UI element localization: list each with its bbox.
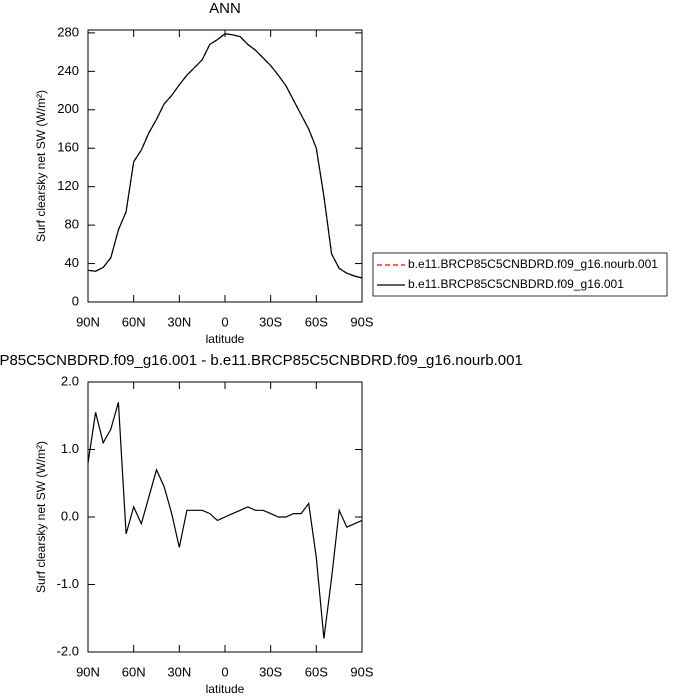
y-axis-label: Surf clearsky net SW (W/m²) — [34, 90, 48, 242]
x-tick-label: 90N — [76, 664, 100, 679]
y-tick-label: 80 — [65, 217, 79, 232]
x-tick-label: 30S — [259, 314, 282, 329]
x-tick-label: 60N — [122, 314, 146, 329]
chart-title: ANN — [209, 0, 241, 17]
legend-label: b.e11.BRCP85C5CNBDRD.f09_g16.nourb.001 — [408, 257, 658, 271]
x-tick-label: 30S — [259, 664, 282, 679]
x-tick-label: 0 — [221, 664, 228, 679]
plot-frame — [87, 29, 363, 303]
y-tick-label: 160 — [57, 140, 79, 155]
data-line — [87, 33, 363, 279]
chart-title: b.e11.BRCP85C5CNBDRD.f09_g16.001 - b.e11… — [0, 352, 523, 369]
legend: b.e11.BRCP85C5CNBDRD.f09_g16.nourb.001 b.… — [372, 252, 668, 297]
y-tick-label: 240 — [57, 63, 79, 78]
data-line — [87, 402, 363, 639]
y-tick-label: 0.0 — [61, 508, 79, 523]
plot-frame — [87, 381, 363, 653]
y-tick-label: 0 — [72, 293, 79, 308]
x-tick-label: 30N — [167, 314, 191, 329]
x-tick-label: 90N — [76, 314, 100, 329]
data-line — [87, 33, 363, 279]
y-tick-label: 40 — [65, 255, 79, 270]
panel: b.e11.BRCP85C5CNBDRD.f09_g16.001 - b.e11… — [0, 352, 523, 696]
y-axis-label: Surf clearsky net SW (W/m²) — [34, 441, 48, 593]
y-tick-label: 1.0 — [61, 441, 79, 456]
y-tick-label: -1.0 — [57, 576, 79, 591]
x-tick-label: 60S — [305, 314, 328, 329]
legend-box — [372, 252, 668, 297]
x-tick-label: 30N — [167, 664, 191, 679]
y-tick-label: 200 — [57, 101, 79, 116]
y-tick-label: 280 — [57, 24, 79, 39]
x-tick-label: 90S — [350, 314, 373, 329]
x-tick-label: 60S — [305, 664, 328, 679]
y-tick-label: 120 — [57, 178, 79, 193]
y-tick-label: 2.0 — [61, 373, 79, 388]
x-tick-label: 0 — [221, 314, 228, 329]
x-axis-label: latitude — [206, 682, 245, 696]
y-tick-label: -2.0 — [57, 643, 79, 658]
x-tick-label: 90S — [350, 664, 373, 679]
legend-label: b.e11.BRCP85C5CNBDRD.f09_g16.001 — [408, 277, 624, 291]
x-tick-label: 60N — [122, 664, 146, 679]
panel: ANN latitude Surf clearsky net SW (W/m²) 90… — [34, 0, 668, 346]
x-axis-label: latitude — [206, 332, 245, 346]
